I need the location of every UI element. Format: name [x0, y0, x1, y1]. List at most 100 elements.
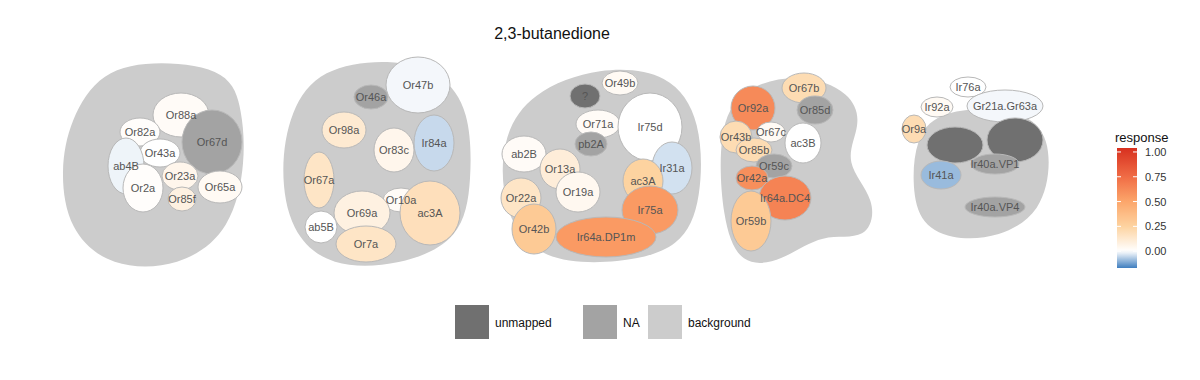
- glomerulus-label: pb2A: [578, 138, 604, 150]
- glomerulus-label: Ir75d: [637, 121, 662, 133]
- glomerulus-label: Ir75a: [637, 204, 663, 216]
- legend-swatch: [455, 305, 489, 339]
- glomerulus: [556, 217, 656, 257]
- colorbar-tick-label: 0.25: [1145, 220, 1166, 232]
- glomerulus-label: ab5B: [308, 221, 334, 233]
- glomerulus: [305, 211, 337, 243]
- glomerulus-label: Or82a: [125, 126, 156, 138]
- glomerulus-label: Ir92a: [924, 101, 950, 113]
- colorbar-tick: [1117, 226, 1121, 227]
- glomerulus: [354, 85, 388, 109]
- background: [63, 63, 244, 266]
- legend-swatch: [648, 305, 682, 339]
- glomerulus-label: Ir41a: [928, 169, 954, 181]
- glomerulus-label: Or49b: [605, 77, 636, 89]
- colorbar-tick: [1133, 226, 1137, 227]
- glomerulus: [797, 96, 833, 124]
- glomerulus-label: Or42b: [519, 223, 550, 235]
- glomerulus-label: Ir64a.DC4: [760, 192, 810, 204]
- glomerulus: [575, 132, 607, 156]
- colorbar-tick-label: 1.00: [1145, 146, 1166, 158]
- panel: ?Or49bOr71apb2AIr75dab2BOr13aIr31aOr19aa…: [501, 70, 701, 262]
- glomerulus-label: Or85f: [168, 193, 196, 205]
- glomerulus: [512, 204, 556, 254]
- glomerulus-label: ?: [582, 90, 588, 102]
- glomerulus-label: Ir64a.DP1m: [577, 231, 636, 243]
- background: [914, 109, 1049, 238]
- glomerulus-label: Or7a: [354, 238, 379, 250]
- glomerulus-label: ac3A: [417, 207, 443, 219]
- chart: 2,3-butanedioneOr88aOr82aOr67dOr43aab4BO…: [0, 0, 1200, 380]
- panel: Ir76aIr92aGr21a.Gr63aOr9aIr40a.VP1Ir41aI…: [902, 77, 1049, 238]
- glomerulus-label: Or43a: [145, 147, 176, 159]
- glomerulus-label: Or19a: [563, 186, 594, 198]
- glomerulus-label: Or88a: [166, 109, 197, 121]
- glomerulus: [386, 57, 450, 113]
- legend-label: background: [688, 316, 751, 330]
- legend-swatch: [583, 305, 617, 339]
- glomerulus-label: Or13a: [545, 163, 576, 175]
- glomerulus-label: Or2a: [131, 182, 156, 194]
- colorbar-tick-label: 0.50: [1145, 196, 1166, 208]
- colorbar-tick: [1133, 201, 1137, 202]
- panel: Or46aOr47bOr98aOr83cIr84aOr67aOr10aOr69a…: [283, 57, 470, 266]
- glomerulus-label: Or83c: [379, 144, 409, 156]
- glomerulus-label: ac3A: [630, 175, 656, 187]
- panel: Or92aOr67bOr85dOr43bOr67cac3BOr85bOr59cO…: [720, 73, 872, 263]
- glomerulus-label: Or71a: [583, 118, 614, 130]
- colorbar-tick: [1117, 251, 1121, 252]
- colorbar-title: response: [1115, 130, 1168, 145]
- glomerulus-label: Or85d: [800, 104, 831, 116]
- glomerulus-label: Or59c: [759, 160, 789, 172]
- glomerulus-label: Or47b: [403, 79, 434, 91]
- glomerulus-label: Or92a: [738, 102, 769, 114]
- legend-label: NA: [623, 316, 640, 330]
- background: [721, 78, 873, 263]
- background: [503, 70, 701, 262]
- colorbar-tick: [1133, 151, 1137, 152]
- glomerulus-label: Ir84a: [421, 137, 447, 149]
- glomerulus: [162, 162, 198, 190]
- glomerulus: [971, 154, 1019, 174]
- glomerulus-label: Or10a: [386, 194, 417, 206]
- glomerulus: [556, 172, 600, 212]
- glomerulus-label: Or59b: [736, 215, 767, 227]
- glomerulus: [602, 71, 638, 95]
- glomerulus: [322, 112, 366, 148]
- glomerulus-label: Ir76a: [955, 81, 981, 93]
- colorbar-tick: [1117, 201, 1121, 202]
- glomerulus-label: Or23a: [165, 170, 196, 182]
- glomerulus-label: Or67c: [756, 126, 786, 138]
- glomerulus-label: Or65a: [205, 181, 236, 193]
- glomerulus: [414, 115, 454, 171]
- glomerulus: [921, 161, 961, 189]
- glomerulus-label: ab4B: [113, 160, 139, 172]
- glomerulus-label: Gr21a.Gr63a: [973, 100, 1038, 112]
- colorbar-tick-label: 0.75: [1145, 171, 1166, 183]
- glomerulus: [336, 226, 396, 262]
- glomerulus-label: Or85b: [739, 144, 770, 156]
- colorbar-tick-label: 0.00: [1145, 245, 1166, 257]
- glomerulus-label: Or42a: [737, 172, 768, 184]
- glomerulus: [921, 97, 953, 117]
- glomerulus: [570, 84, 600, 108]
- panel: Or88a Or82a Or67d Or43a ab4B Or23a Or2a Or85f Or…: [63, 63, 244, 266]
- glomerulus: [965, 197, 1025, 217]
- colorbar-tick: [1133, 251, 1137, 252]
- glomerulus-label: Or67d: [197, 136, 228, 148]
- colorbar-tick: [1117, 176, 1121, 177]
- glomerulus: [502, 136, 546, 172]
- glomerulus-label: Or46a: [356, 91, 387, 103]
- colorbar: [1117, 148, 1137, 268]
- glomerulus-label: Or69a: [347, 207, 378, 219]
- colorbar-tick: [1133, 176, 1137, 177]
- glomerulus-label: Or22a: [506, 192, 537, 204]
- legend-label: unmapped: [495, 316, 552, 330]
- title: 2,3-butanedione: [494, 25, 610, 42]
- glomerulus: [374, 128, 414, 172]
- glomerulus-label: Or9a: [902, 123, 927, 135]
- glomerulus: [785, 123, 821, 163]
- glomerulus: [198, 171, 242, 203]
- glomerulus-label: ab2B: [511, 148, 537, 160]
- glomerulus-label: ac3B: [790, 137, 815, 149]
